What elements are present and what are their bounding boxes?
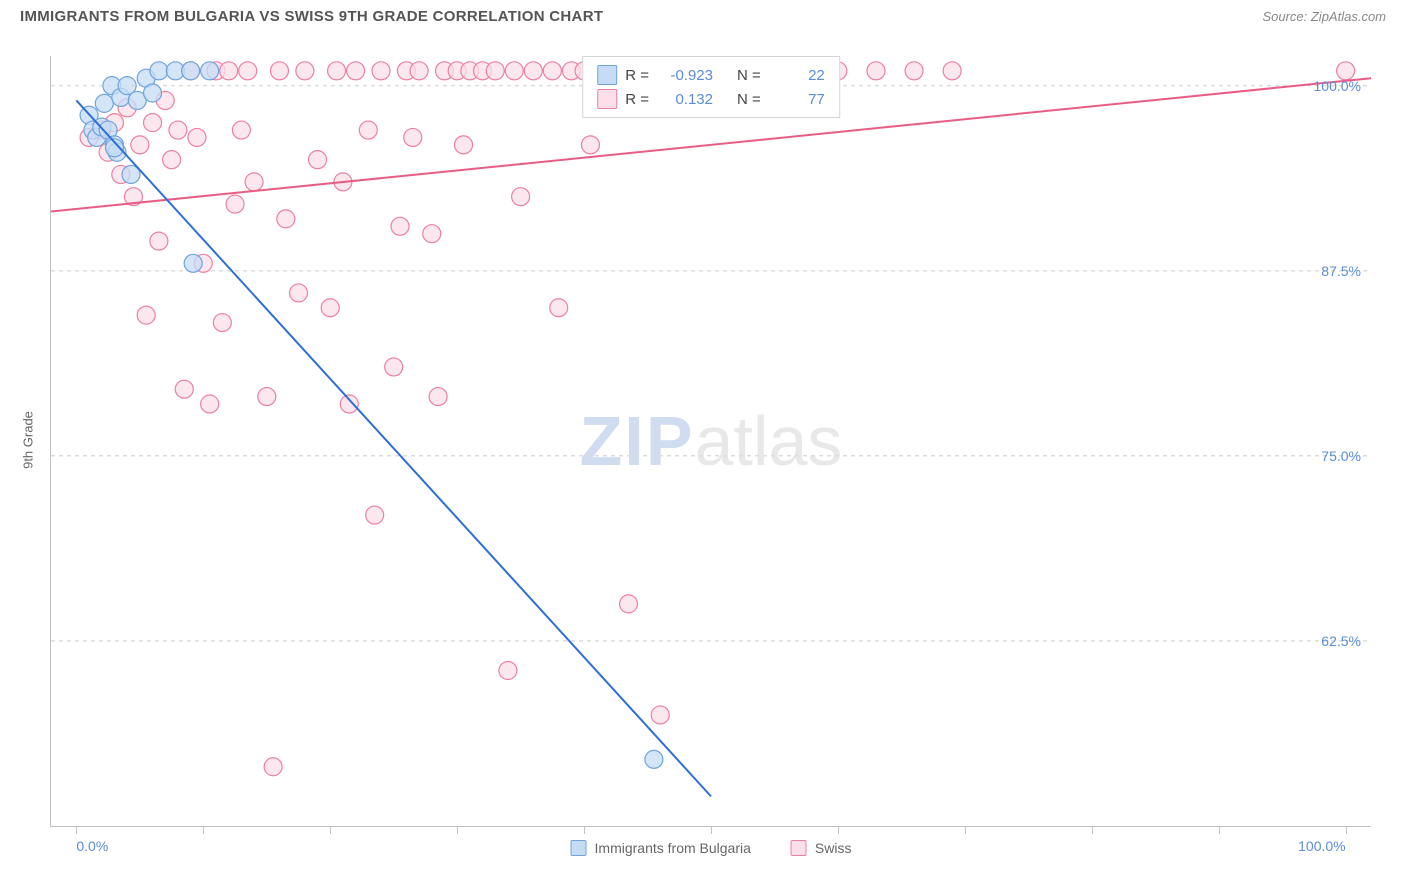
x-tick-label: 100.0% bbox=[1298, 838, 1345, 854]
n-value-swiss: 77 bbox=[769, 91, 825, 108]
legend-bottom: Immigrants from Bulgaria Swiss bbox=[571, 840, 852, 856]
n-value-bulgaria: 22 bbox=[769, 67, 825, 84]
legend-item-bulgaria: Immigrants from Bulgaria bbox=[571, 840, 751, 856]
legend-row-swiss: R = 0.132 N = 77 bbox=[597, 87, 825, 111]
r-value-swiss: 0.132 bbox=[657, 91, 713, 108]
swatch-bulgaria-icon bbox=[571, 840, 587, 856]
y-tick-label: 100.0% bbox=[1314, 78, 1361, 94]
source-label: Source: ZipAtlas.com bbox=[1262, 9, 1386, 24]
x-tick-label: 0.0% bbox=[76, 838, 108, 854]
swatch-swiss bbox=[597, 89, 617, 109]
y-tick-label: 87.5% bbox=[1321, 263, 1361, 279]
y-tick-label: 75.0% bbox=[1321, 448, 1361, 464]
y-axis-label: 9th Grade bbox=[21, 411, 36, 469]
chart-plot-area: ZIPatlas 62.5%75.0%87.5%100.0% 0.0%100.0… bbox=[50, 56, 1371, 827]
plot-svg bbox=[51, 56, 1371, 826]
chart-title: IMMIGRANTS FROM BULGARIA VS SWISS 9TH GR… bbox=[20, 8, 603, 25]
y-tick-label: 62.5% bbox=[1321, 633, 1361, 649]
swatch-bulgaria bbox=[597, 65, 617, 85]
swatch-swiss-icon bbox=[791, 840, 807, 856]
r-value-bulgaria: -0.923 bbox=[657, 67, 713, 84]
legend-row-bulgaria: R = -0.923 N = 22 bbox=[597, 63, 825, 87]
legend-stats-box: R = -0.923 N = 22 R = 0.132 N = 77 bbox=[582, 56, 840, 118]
legend-item-swiss: Swiss bbox=[791, 840, 852, 856]
